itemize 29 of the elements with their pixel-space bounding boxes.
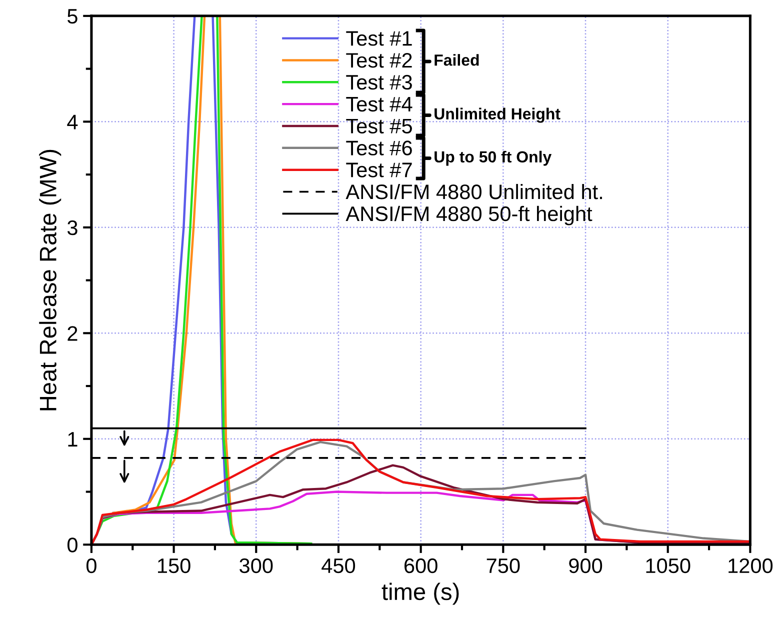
x-tick-label: 150 bbox=[158, 558, 190, 574]
y-tick-label: 3 bbox=[67, 220, 78, 236]
y-axis-title: Heat Release Rate (MW) bbox=[39, 150, 62, 410]
y-tick-label: 1 bbox=[68, 432, 78, 446]
legend-label: ANSI/FM 4880 Unlimited ht. bbox=[346, 184, 602, 200]
x-tick-label: 750 bbox=[486, 558, 520, 574]
legend-label: ANSI/FM 4880 50-ft height bbox=[346, 206, 592, 226]
legend-label: Test #4 bbox=[346, 97, 412, 112]
x-tick-label: 600 bbox=[404, 558, 438, 574]
y-tick-label: 2 bbox=[68, 326, 78, 341]
annotation: Up to 50 ft Only bbox=[434, 150, 552, 166]
legend-label: Test #7 bbox=[346, 162, 412, 178]
x-tick-label: 0 bbox=[86, 558, 96, 574]
y-tick-label: 0 bbox=[67, 538, 78, 552]
x-tick-label: 900 bbox=[569, 558, 602, 574]
x-tick-label: 450 bbox=[322, 558, 356, 574]
x-tick-label: 1050 bbox=[646, 558, 690, 574]
legend-label: Test #3 bbox=[346, 74, 412, 90]
legend-label: Test #1 bbox=[346, 31, 412, 46]
legend-label: Test #5 bbox=[346, 118, 412, 134]
legend-label: Test #2 bbox=[346, 52, 412, 68]
annotation: Failed bbox=[434, 54, 479, 66]
annotation: Unlimited Height bbox=[434, 108, 560, 123]
y-tick-label: 5 bbox=[68, 9, 78, 24]
x-axis-title: time (s) bbox=[382, 582, 459, 605]
x-tick-label: 1200 bbox=[728, 558, 773, 574]
legend-label: Test #6 bbox=[346, 140, 412, 156]
y-tick-label: 4 bbox=[67, 114, 78, 130]
x-tick-label: 300 bbox=[240, 558, 273, 574]
